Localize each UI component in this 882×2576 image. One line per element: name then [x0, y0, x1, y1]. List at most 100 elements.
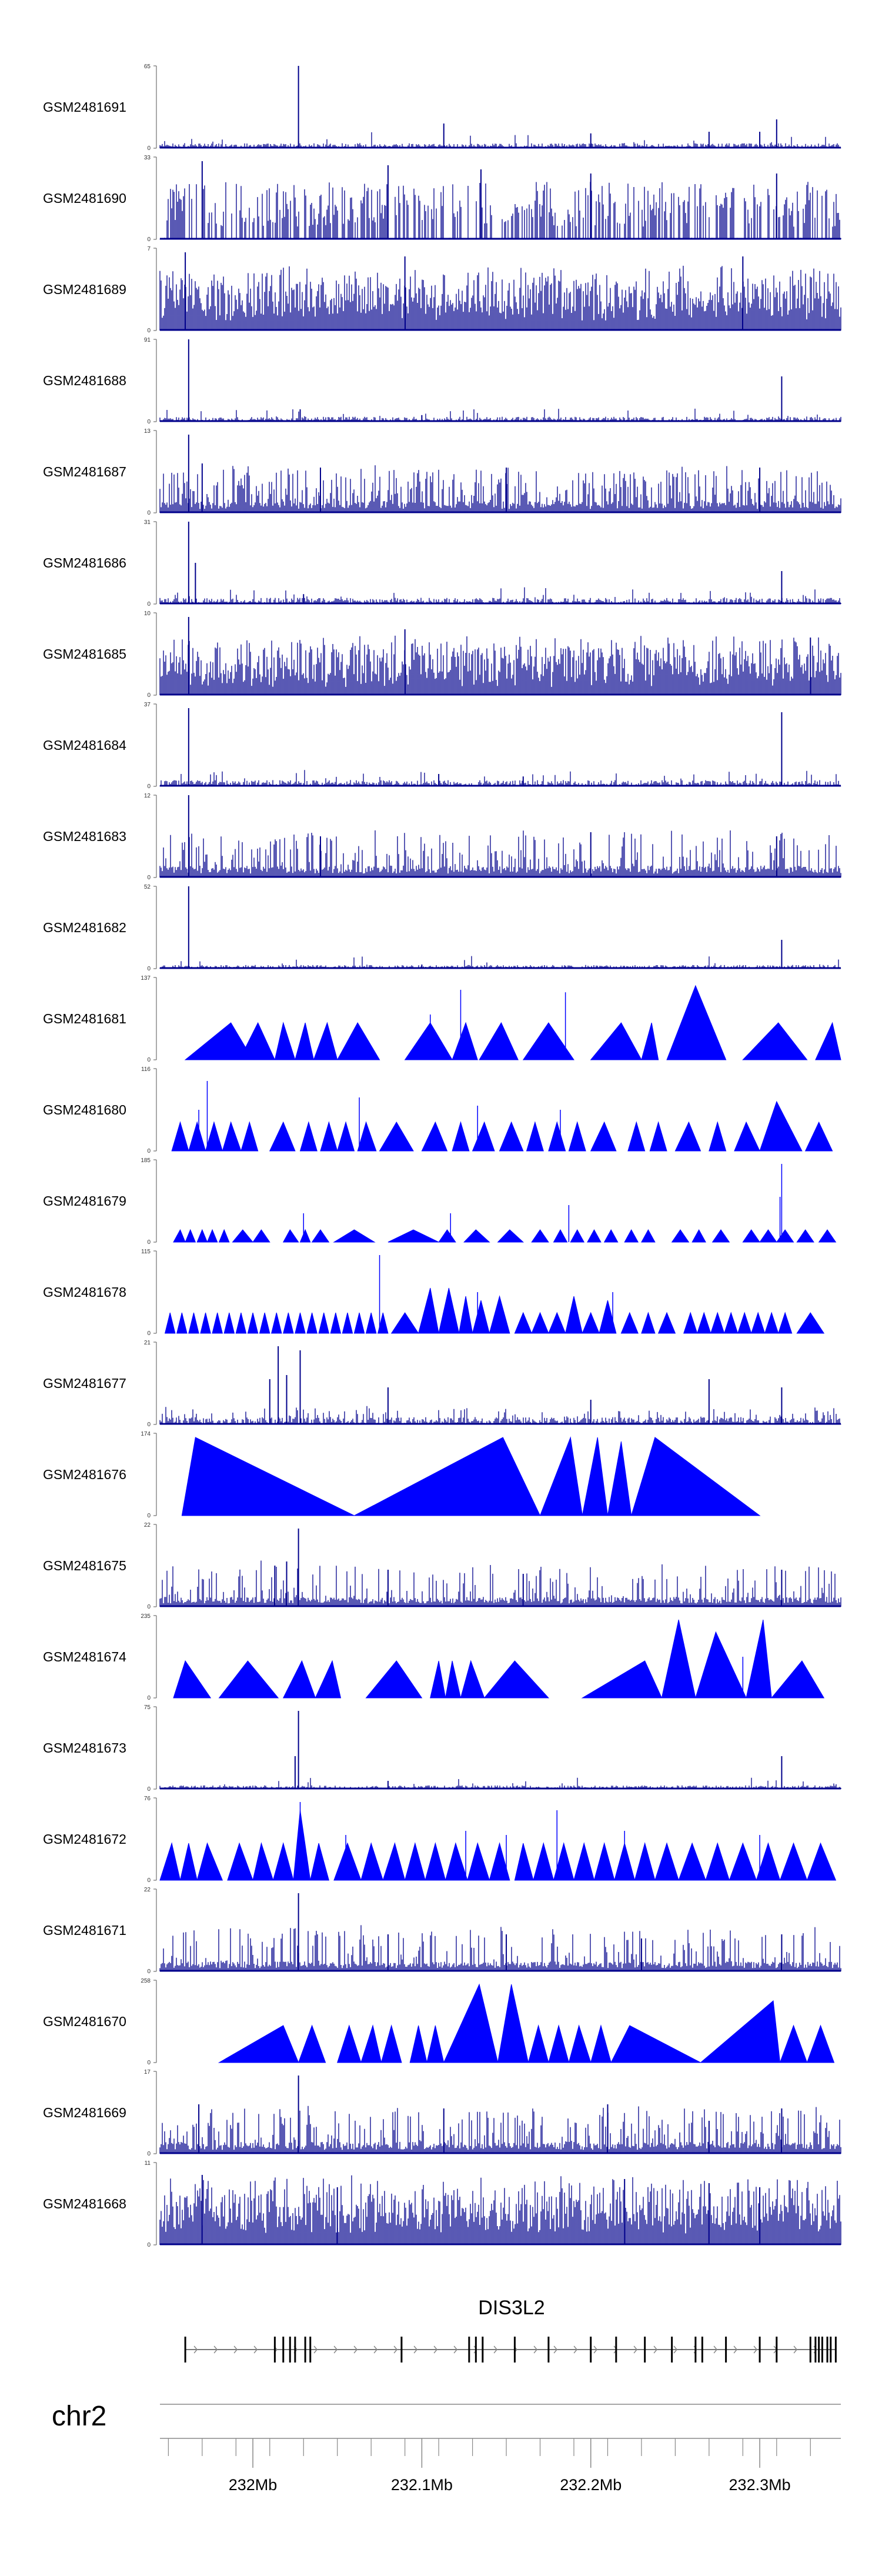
coverage-triangle — [282, 1660, 316, 1699]
exon-mark — [289, 2337, 291, 2363]
y-max-label: 31 — [144, 519, 151, 526]
y-zero-label: 0 — [147, 692, 151, 699]
coverage-triangle — [311, 1229, 330, 1243]
coverage-triangle — [212, 1312, 223, 1334]
coverage-triangle — [247, 1312, 259, 1334]
coverage-triangle — [779, 2024, 808, 2063]
coverage-triangle — [404, 1842, 426, 1881]
track-GSM2481684: GSM2481684 37 0 — [43, 702, 841, 790]
track-label: GSM2481680 — [43, 1102, 126, 1117]
coverage-signal — [159, 2175, 841, 2245]
y-zero-label: 0 — [147, 328, 151, 334]
coverage-signal — [159, 1777, 841, 1789]
exon-mark — [694, 2337, 697, 2363]
coverage-triangle — [548, 2024, 570, 2063]
coverage-signal — [159, 770, 841, 786]
coverage-triangle — [218, 1660, 279, 1699]
track-GSM2481676: GSM2481676 174 0 — [43, 1431, 761, 1519]
coverage-triangle — [568, 2024, 592, 2063]
coverage-triangle — [641, 1229, 656, 1243]
y-zero-label: 0 — [147, 783, 151, 790]
coverage-triangle — [176, 1312, 188, 1334]
track-label: GSM2481688 — [43, 373, 126, 388]
coverage-triangle — [377, 1312, 389, 1334]
coverage-triangle — [365, 1312, 377, 1334]
exon-mark — [814, 2337, 817, 2363]
exon-mark — [671, 2337, 673, 2363]
coverage-triangle — [443, 1983, 499, 2063]
coverage-triangle — [497, 1984, 529, 2063]
coverage-triangle — [514, 1843, 534, 1881]
exon-mark — [273, 2337, 276, 2363]
coverage-signal — [159, 2105, 841, 2154]
y-max-label: 116 — [141, 1066, 151, 1073]
coverage-triangle — [353, 1312, 365, 1334]
coverage-triangle — [426, 2025, 445, 2063]
track-label: GSM2481669 — [43, 2105, 126, 2120]
coverage-triangle — [661, 1619, 696, 1699]
exon-mark — [184, 2337, 186, 2363]
coverage-triangle — [235, 1312, 247, 1334]
track-label: GSM2481674 — [43, 1649, 126, 1664]
coverage-triangle — [654, 1842, 679, 1881]
coverage-triangle — [764, 1312, 779, 1334]
track-label: GSM2481672 — [43, 1831, 126, 1847]
track-GSM2481686: GSM2481686 31 0 — [43, 519, 841, 608]
coverage-triangle — [756, 1842, 781, 1881]
coverage-triangle — [222, 1121, 242, 1152]
y-zero-label: 0 — [147, 510, 151, 516]
track-label: GSM2481684 — [43, 738, 126, 753]
coverage-triangle — [459, 1296, 473, 1334]
coverage-triangle — [239, 1022, 276, 1060]
y-max-label: 115 — [141, 1249, 151, 1255]
track-label: GSM2481686 — [43, 555, 126, 570]
coverage-signal — [159, 635, 841, 695]
coverage-triangle — [336, 1022, 380, 1060]
y-zero-label: 0 — [147, 236, 151, 243]
track-label: GSM2481679 — [43, 1193, 126, 1209]
coverage-triangle — [697, 1312, 711, 1334]
track-label: GSM2481678 — [43, 1284, 126, 1300]
track-GSM2481674: GSM2481674 235 0 — [43, 1613, 825, 1701]
coverage-triangle — [272, 1842, 294, 1881]
coverage-triangle — [705, 1842, 730, 1881]
track-GSM2481689: GSM2481689 7 0 — [43, 246, 841, 334]
y-max-label: 174 — [141, 1431, 151, 1437]
coverage-triangle — [223, 1312, 235, 1334]
exon-mark — [701, 2337, 703, 2363]
coverage-triangle — [489, 1842, 510, 1881]
coverage-triangle — [188, 1312, 199, 1334]
y-zero-label: 0 — [147, 1057, 151, 1063]
coverage-triangle — [815, 1022, 841, 1060]
track-GSM2481687: GSM2481687 13 0 — [43, 428, 841, 516]
track-label: GSM2481685 — [43, 646, 126, 662]
coverage-triangle — [218, 2025, 299, 2063]
track-label: GSM2481687 — [43, 464, 126, 479]
coverage-triangle — [171, 1121, 189, 1152]
coverage-triangle — [641, 1312, 656, 1334]
coverage-triangle — [624, 1229, 639, 1243]
coverage-triangle — [299, 1121, 318, 1152]
y-zero-label: 0 — [147, 1422, 151, 1428]
coverage-triangle — [330, 1312, 342, 1334]
track-GSM2481685: GSM2481685 10 0 — [43, 610, 841, 699]
coverage-triangle — [200, 1312, 211, 1334]
y-max-label: 10 — [144, 610, 151, 617]
y-zero-label: 0 — [147, 601, 151, 608]
coverage-triangle — [320, 1121, 338, 1152]
coverage-triangle — [252, 1229, 270, 1243]
coverage-triangle — [206, 1229, 218, 1243]
y-zero-label: 0 — [147, 1239, 151, 1246]
y-zero-label: 0 — [147, 1786, 151, 1793]
coverage-triangle — [700, 2000, 781, 2063]
gene-track: DIS3L2 — [184, 2297, 837, 2363]
strand-arrow — [353, 2345, 358, 2354]
y-max-label: 76 — [144, 1796, 151, 1802]
strand-arrow — [433, 2345, 438, 2354]
y-max-label: 22 — [144, 1522, 151, 1529]
coverage-triangle — [295, 1312, 306, 1334]
coverage-triangle — [379, 1122, 414, 1152]
coverage-triangle — [771, 1660, 825, 1699]
coverage-triangle — [306, 1312, 318, 1334]
